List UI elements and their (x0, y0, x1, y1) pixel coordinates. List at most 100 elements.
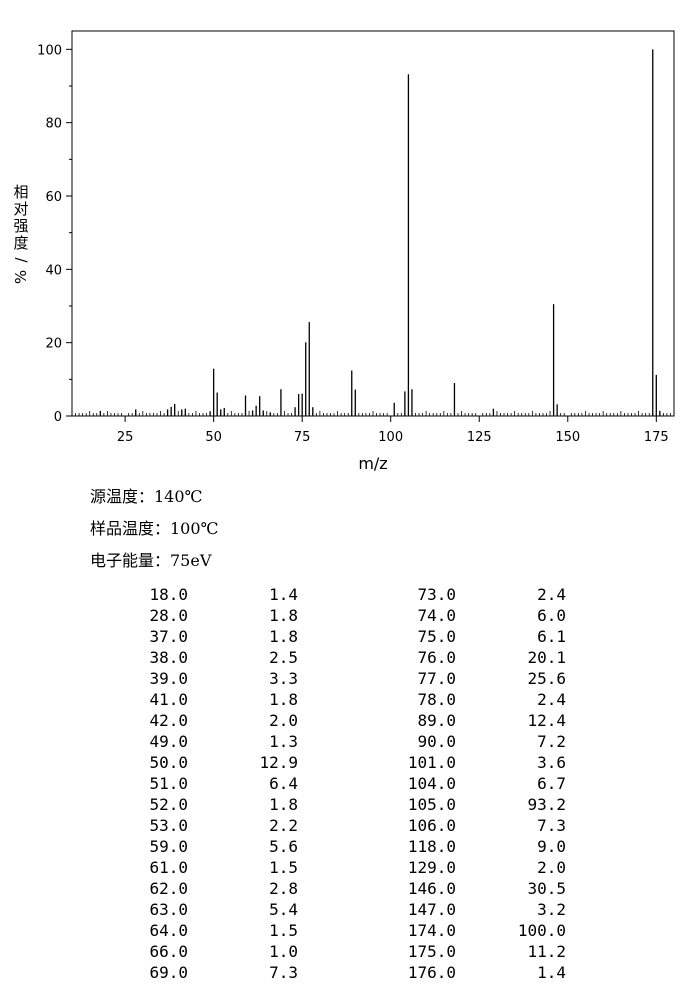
y-axis-title-char: 相 (13, 183, 28, 201)
intensity-value: 6.0 (537, 606, 566, 625)
intensity-value: 1.8 (269, 627, 298, 646)
intensity-value: 1.5 (269, 858, 298, 877)
intensity-value: 3.2 (537, 900, 566, 919)
intensity-value: 7.3 (269, 963, 298, 982)
mz-value: 105.0 (407, 795, 456, 814)
intensity-value: 1.3 (269, 732, 298, 751)
table-row: 63.0 5.4 (118, 899, 298, 920)
table-row: 49.0 1.3 (118, 731, 298, 752)
table-row: 61.0 1.5 (118, 857, 298, 878)
peak-table-left: 18.0 1.4 28.0 1.8 37.0 1.8 38.0 2.5 39.0 3.3 41.0 1… (118, 584, 298, 983)
mz-value: 118.0 (407, 837, 456, 856)
table-row: 38.0 2.5 (118, 647, 298, 668)
table-row: 90.0 7.2 (386, 731, 566, 752)
x-tick-label: 100 (378, 430, 403, 445)
x-tick-label: 50 (205, 430, 222, 445)
intensity-value: 2.2 (269, 816, 298, 835)
table-row: 77.0 25.6 (386, 668, 566, 689)
intensity-value: 1.8 (269, 795, 298, 814)
peak-table-right: 73.0 2.4 74.0 6.0 75.0 6.1 76.0 20.1 77.0 25.6 78.… (386, 584, 566, 983)
table-row: 76.0 20.1 (386, 647, 566, 668)
x-tick-label: 75 (294, 430, 311, 445)
table-row: 69.0 7.3 (118, 962, 298, 983)
intensity-value: 5.6 (269, 837, 298, 856)
table-row: 18.0 1.4 (118, 584, 298, 605)
intensity-value: 2.0 (537, 858, 566, 877)
y-axis-title-char: % (12, 270, 30, 284)
mz-value: 90.0 (417, 732, 456, 751)
mz-value: 51.0 (149, 774, 188, 793)
mz-value: 62.0 (149, 879, 188, 898)
intensity-value: 5.4 (269, 900, 298, 919)
sample-temperature: 样品温度：100℃ (90, 519, 219, 538)
table-row: 118.0 9.0 (386, 836, 566, 857)
mz-value: 53.0 (149, 816, 188, 835)
table-row: 176.0 1.4 (386, 962, 566, 983)
intensity-value: 30.5 (527, 879, 566, 898)
table-row: 73.0 2.4 (386, 584, 566, 605)
mz-value: 75.0 (417, 627, 456, 646)
mz-value: 49.0 (149, 732, 188, 751)
intensity-value: 1.4 (537, 963, 566, 982)
mz-value: 41.0 (149, 690, 188, 709)
intensity-value: 25.6 (527, 669, 566, 688)
plot-frame (71, 30, 675, 417)
intensity-value: 93.2 (527, 795, 566, 814)
mz-value: 176.0 (407, 963, 456, 982)
intensity-value: 1.0 (269, 942, 298, 961)
x-tick-label: 125 (467, 430, 492, 445)
intensity-value: 6.1 (537, 627, 566, 646)
mass-spectrum-chart: 0 20 40 60 80 100 25 50 75 100 125 150 175 m/z 相对强度… (12, 30, 675, 473)
measurement-conditions: 源温度：140℃ 样品温度：100℃ 电子能量：75eV (90, 484, 218, 580)
mz-value: 38.0 (149, 648, 188, 667)
table-row: 89.0 12.4 (386, 710, 566, 731)
mz-value: 39.0 (149, 669, 188, 688)
table-row: 66.0 1.0 (118, 941, 298, 962)
mz-value: 59.0 (149, 837, 188, 856)
table-row: 41.0 1.8 (118, 689, 298, 710)
spectrum-peaks (99, 49, 661, 416)
mz-value: 73.0 (417, 585, 456, 604)
mz-value: 69.0 (149, 963, 188, 982)
intensity-value: 2.4 (537, 690, 566, 709)
mz-value: 77.0 (417, 669, 456, 688)
table-row: 74.0 6.0 (386, 605, 566, 626)
table-row: 39.0 3.3 (118, 668, 298, 689)
intensity-value: 7.3 (537, 816, 566, 835)
mz-value: 175.0 (407, 942, 456, 961)
mz-value: 147.0 (407, 900, 456, 919)
table-row: 105.0 93.2 (386, 794, 566, 815)
intensity-value: 2.8 (269, 879, 298, 898)
y-tick-label: 80 (45, 117, 62, 132)
table-row: 52.0 1.8 (118, 794, 298, 815)
x-tick-label: 175 (644, 430, 669, 445)
intensity-value: 6.7 (537, 774, 566, 793)
y-axis-title-char: / (12, 257, 30, 263)
x-axis-ticks: 25 50 75 100 125 150 175 (117, 416, 669, 445)
y-tick-label: 100 (37, 43, 62, 58)
mz-value: 50.0 (149, 753, 188, 772)
table-row: 64.0 1.5 (118, 920, 298, 941)
table-row: 146.0 30.5 (386, 878, 566, 899)
mz-value: 66.0 (149, 942, 188, 961)
intensity-value: 7.2 (537, 732, 566, 751)
intensity-value: 2.5 (269, 648, 298, 667)
mz-value: 18.0 (149, 585, 188, 604)
intensity-value: 100.0 (517, 921, 566, 940)
mz-value: 78.0 (417, 690, 456, 709)
electron-energy: 电子能量：75eV (90, 551, 212, 570)
intensity-value: 1.4 (269, 585, 298, 604)
mz-value: 89.0 (417, 711, 456, 730)
intensity-value: 3.6 (537, 753, 566, 772)
table-row: 106.0 7.3 (386, 815, 566, 836)
mz-value: 104.0 (407, 774, 456, 793)
intensity-value: 11.2 (527, 942, 566, 961)
source-temperature: 源温度：140℃ (90, 487, 203, 506)
intensity-value: 12.9 (259, 753, 298, 772)
table-row: 129.0 2.0 (386, 857, 566, 878)
x-minor-ticks (71, 411, 675, 416)
mz-value: 64.0 (149, 921, 188, 940)
intensity-value: 12.4 (527, 711, 566, 730)
table-row: 62.0 2.8 (118, 878, 298, 899)
